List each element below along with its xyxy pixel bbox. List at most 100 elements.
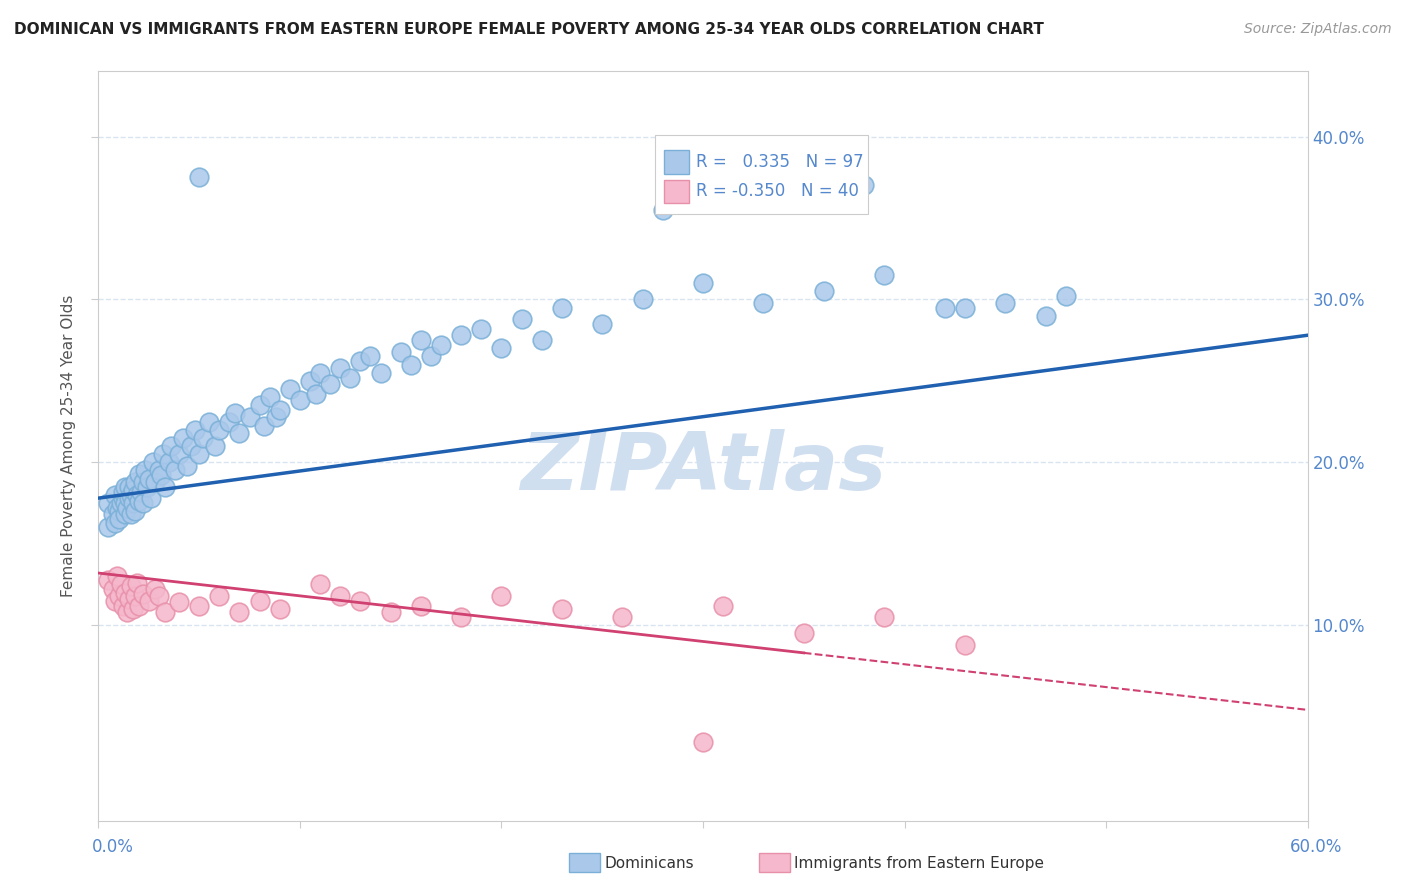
Point <box>309 366 332 380</box>
Point <box>188 447 211 461</box>
Text: 0.0%: 0.0% <box>91 838 134 855</box>
Point <box>450 328 472 343</box>
Point <box>934 301 956 315</box>
Point <box>204 439 226 453</box>
Point <box>264 409 287 424</box>
Point <box>138 472 160 486</box>
Point <box>370 366 392 380</box>
Point <box>349 593 371 607</box>
Point <box>143 475 166 489</box>
Point <box>269 403 291 417</box>
Text: Immigrants from Eastern Europe: Immigrants from Eastern Europe <box>794 856 1045 871</box>
Point <box>134 463 156 477</box>
Point <box>692 276 714 290</box>
Point <box>793 626 815 640</box>
Point <box>198 415 221 429</box>
Point <box>111 599 134 613</box>
Point <box>103 488 125 502</box>
Point <box>139 491 162 505</box>
Point <box>813 285 835 299</box>
Point <box>128 467 150 481</box>
Point <box>167 447 190 461</box>
Point <box>259 390 281 404</box>
Point <box>218 415 240 429</box>
Point <box>114 508 136 522</box>
Point <box>153 605 176 619</box>
Point <box>349 354 371 368</box>
Point <box>115 500 138 515</box>
Point <box>120 508 142 522</box>
Point <box>994 295 1017 310</box>
Point <box>305 387 328 401</box>
Point <box>125 575 148 590</box>
Point <box>409 333 432 347</box>
Point <box>249 398 271 412</box>
Point <box>121 496 143 510</box>
Point <box>110 496 132 510</box>
Point <box>420 350 443 364</box>
Point <box>380 605 402 619</box>
Y-axis label: Female Poverty Among 25-34 Year Olds: Female Poverty Among 25-34 Year Olds <box>60 295 76 597</box>
Point <box>953 301 976 315</box>
Point <box>953 638 976 652</box>
Point <box>430 338 453 352</box>
Point <box>188 170 211 185</box>
Point <box>711 599 734 613</box>
Point <box>111 491 134 505</box>
Point <box>228 605 250 619</box>
Point <box>188 599 211 613</box>
Point <box>148 463 170 477</box>
Point <box>309 577 332 591</box>
Point <box>208 423 231 437</box>
Point <box>389 344 412 359</box>
Point <box>107 504 129 518</box>
Point <box>114 496 136 510</box>
Text: R =   0.335   N = 97: R = 0.335 N = 97 <box>696 153 863 171</box>
Point <box>409 599 432 613</box>
Point <box>224 406 246 420</box>
Point <box>153 480 176 494</box>
Point <box>612 610 634 624</box>
Point <box>193 431 215 445</box>
Point <box>288 393 311 408</box>
Point <box>132 496 155 510</box>
Point <box>110 577 132 591</box>
Text: 60.0%: 60.0% <box>1291 838 1343 855</box>
Point <box>319 377 342 392</box>
Point <box>138 593 160 607</box>
Point <box>118 592 141 607</box>
Point <box>278 382 301 396</box>
Text: DOMINICAN VS IMMIGRANTS FROM EASTERN EUROPE FEMALE POVERTY AMONG 25-34 YEAR OLDS: DOMINICAN VS IMMIGRANTS FROM EASTERN EUR… <box>14 22 1043 37</box>
Point <box>873 268 896 282</box>
Point <box>651 202 673 217</box>
Point <box>97 496 120 510</box>
Point <box>125 488 148 502</box>
Point <box>184 423 207 437</box>
Point <box>97 520 120 534</box>
Point <box>157 455 180 469</box>
Point <box>115 605 138 619</box>
Point <box>97 573 120 587</box>
Point <box>132 475 155 489</box>
Text: ZIPAtlas: ZIPAtlas <box>520 429 886 508</box>
Point <box>239 409 262 424</box>
Point <box>510 312 533 326</box>
Text: Dominicans: Dominicans <box>605 856 695 871</box>
Point <box>128 599 150 613</box>
Point <box>631 293 654 307</box>
Point <box>114 480 136 494</box>
Point <box>491 589 513 603</box>
Point <box>101 508 124 522</box>
Point <box>228 425 250 440</box>
Point <box>450 610 472 624</box>
Point <box>121 483 143 497</box>
Point <box>269 602 291 616</box>
Point <box>143 582 166 597</box>
Point <box>129 484 152 499</box>
Point <box>107 589 129 603</box>
Text: R = -0.350   N = 40: R = -0.350 N = 40 <box>696 182 859 201</box>
Point <box>118 491 141 505</box>
Point <box>208 589 231 603</box>
Point <box>114 585 136 599</box>
Point <box>172 431 194 445</box>
